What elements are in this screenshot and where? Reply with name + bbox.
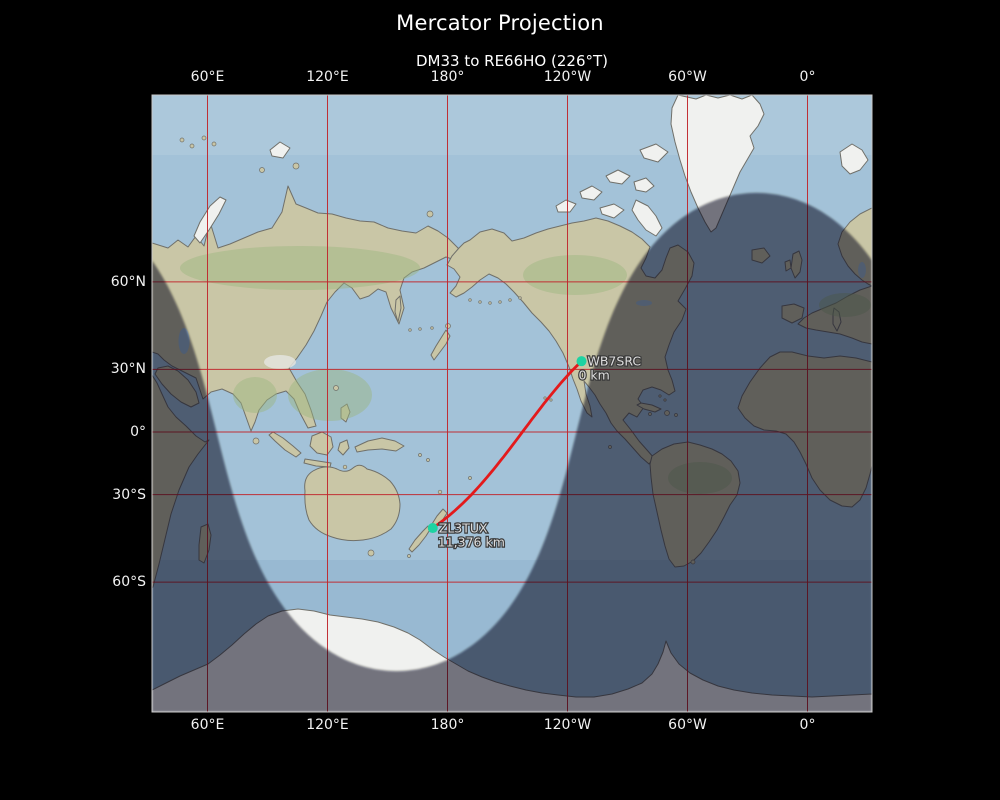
small-island xyxy=(430,326,434,330)
small-island xyxy=(518,296,522,300)
arctic-isle-3 xyxy=(605,169,631,185)
small-island xyxy=(426,210,434,218)
figure-subtitle: DM33 to RE66HO (226°T) xyxy=(415,52,608,70)
y-tick-label: 30°S xyxy=(112,486,146,503)
small-island xyxy=(488,301,492,305)
severnaya-zemlya xyxy=(269,141,291,159)
sulawesi xyxy=(337,439,350,456)
x-tick-label-top: 60°E xyxy=(190,69,225,85)
arctic-isle-4 xyxy=(633,177,655,193)
small-island xyxy=(201,135,207,141)
japan xyxy=(430,329,451,361)
nz-south xyxy=(408,525,432,553)
small-island xyxy=(468,476,472,480)
great-circle-track xyxy=(431,359,583,530)
philippines xyxy=(340,403,351,423)
y-tick-label: 60°N xyxy=(110,273,146,290)
small-island xyxy=(211,141,217,147)
x-tick-label-bottom: 120°W xyxy=(543,717,592,733)
y-tick-label: 0° xyxy=(130,424,146,440)
svalbard xyxy=(839,143,869,175)
x-tick-label-bottom: 0° xyxy=(799,717,816,733)
india-green xyxy=(233,377,277,413)
x-tick-label-bottom: 180° xyxy=(430,717,465,733)
small-island xyxy=(426,458,430,462)
australia xyxy=(304,464,401,542)
small-island xyxy=(189,143,195,149)
x-tick-label-top: 0° xyxy=(799,69,816,85)
arctic-isle-2 xyxy=(579,185,603,201)
x-tick-label-bottom: 60°E xyxy=(190,717,225,733)
night-overlay xyxy=(152,192,872,712)
x-tick-label-top: 120°W xyxy=(543,69,592,85)
station-marker-wb7src xyxy=(576,356,587,367)
arctic-ocean-band xyxy=(152,95,872,155)
station-distance-label: 0 km xyxy=(579,368,610,383)
canada-green xyxy=(523,255,627,295)
tibet-plateau xyxy=(264,355,296,369)
ellesmere xyxy=(639,143,669,163)
small-island xyxy=(333,385,339,391)
y-tick-label: 60°S xyxy=(112,574,146,591)
small-island xyxy=(367,549,375,557)
greenland xyxy=(670,95,765,233)
small-island xyxy=(252,437,260,445)
y-tick-label: 30°N xyxy=(110,361,146,378)
small-island xyxy=(407,554,411,558)
x-tick-label-top: 60°W xyxy=(668,69,707,85)
sumatra xyxy=(268,431,302,458)
arctic-isle-1 xyxy=(555,199,577,213)
java xyxy=(303,458,332,468)
station-marker-zl3tux xyxy=(427,523,438,534)
siberia-green xyxy=(180,246,420,290)
x-tick-label-top: 120°E xyxy=(306,69,349,85)
map-border xyxy=(151,94,873,713)
figure-title: Mercator Projection xyxy=(396,11,604,35)
small-island xyxy=(259,167,265,173)
small-island xyxy=(437,489,443,495)
novaya-zemlya xyxy=(193,196,227,244)
small-island xyxy=(418,327,422,331)
x-tick-label-bottom: 120°E xyxy=(306,717,349,733)
small-island xyxy=(468,298,472,302)
small-island xyxy=(418,453,422,457)
sakhalin xyxy=(394,295,402,323)
seasia-green xyxy=(288,369,372,421)
station-distance-label: 11,376 km xyxy=(438,535,505,550)
small-island xyxy=(478,300,482,304)
station-markers xyxy=(427,356,587,534)
victoria-island xyxy=(599,203,625,219)
station-callsign-label: WB7SRC xyxy=(588,354,642,369)
small-island xyxy=(179,137,185,143)
small-island xyxy=(292,162,300,170)
x-tick-label-bottom: 60°W xyxy=(668,717,707,733)
new-guinea xyxy=(354,437,405,453)
station-callsign-label: ZL3TUX xyxy=(439,521,488,536)
small-island xyxy=(543,396,547,400)
small-island xyxy=(498,300,502,304)
small-island xyxy=(342,464,348,470)
small-island xyxy=(549,398,553,402)
baffin-island xyxy=(631,199,663,237)
x-tick-label-top: 180° xyxy=(430,69,465,85)
small-island xyxy=(408,328,412,332)
small-island xyxy=(508,298,512,302)
